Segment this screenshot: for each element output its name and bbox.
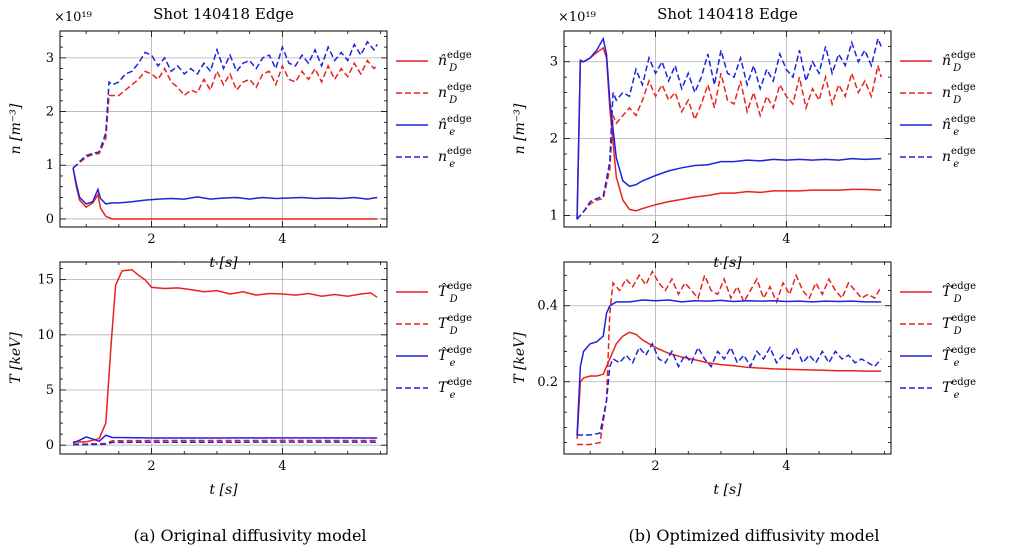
series-line [576, 36, 882, 220]
legend-label: n̂edge D [438, 50, 472, 74]
legend-label: Tedge D [438, 313, 472, 337]
legend-label: T̂edge e [942, 345, 976, 369]
legend-label: T̂edge D [438, 281, 472, 305]
x-tick-label: 4 [782, 459, 790, 474]
chart-title: Shot 140418 Edge [657, 5, 798, 23]
legend-label: n̂edge e [438, 114, 472, 138]
axis-multiplier: ×10¹⁹ [54, 10, 92, 25]
series-line [72, 59, 378, 169]
series-line [577, 342, 882, 436]
y-tick-label: 2 [550, 132, 558, 147]
x-axis-label: t [s] [209, 255, 238, 271]
legend: n̂edge D nedge D n̂edge e nedge e [900, 50, 976, 170]
legend-label: Tedge e [438, 377, 472, 401]
x-tick-label: 2 [651, 459, 659, 474]
legend-label: n̂edge e [942, 114, 976, 138]
series-line [576, 299, 882, 436]
y-tick-label: 3 [46, 51, 54, 66]
series-line [72, 167, 378, 205]
y-tick-label: 0.2 [537, 375, 558, 390]
y-tick-label: 15 [37, 273, 54, 288]
x-tick-label: 4 [278, 232, 286, 247]
y-tick-label: 0 [46, 212, 54, 227]
legend-label: nedge D [942, 82, 976, 106]
x-tick-label: 4 [278, 459, 286, 474]
plot-frame [563, 30, 892, 228]
chart-title: Shot 140418 Edge [153, 5, 294, 23]
chart-a-top: 2 4 0 1 2 3 Shot 140418 Edge ×10¹⁹ t [s] n [m⁻³] n… [8, 5, 472, 271]
legend-label: nedge D [438, 82, 472, 106]
legend-label: T̂edge e [438, 345, 472, 369]
chart-b-bottom: 2 4 0.2 0.4 t [s] T [keV] T̂edge D Tedge D T̂edge e… [512, 261, 976, 498]
x-tick-label: 2 [651, 232, 659, 247]
chart-b-top: 2 4 1 2 3 Shot 140418 Edge ×10¹⁹ t [s] n [m⁻³] n̂… [512, 5, 976, 271]
legend-label: Tedge e [942, 377, 976, 401]
legend: n̂edge D nedge D n̂edge e nedge e [396, 50, 472, 170]
legend: T̂edge D Tedge D T̂edge e Tedge e [900, 281, 976, 401]
chart-a-bottom: 2 4 0 5 10 15 t [s] T [keV] T̂edge D Tedge D T̂edge e… [8, 261, 472, 498]
y-tick-label: 0.4 [537, 299, 558, 314]
series-line [72, 434, 378, 444]
y-tick-label: 1 [46, 158, 54, 173]
y-tick-label: 2 [46, 105, 54, 120]
x-axis-label: t [s] [713, 482, 742, 498]
legend-label: Tedge D [942, 313, 976, 337]
y-axis-label: n [m⁻³] [8, 103, 24, 154]
plot-frame [59, 261, 388, 455]
y-tick-label: 3 [550, 55, 558, 70]
series-line [72, 167, 378, 220]
x-axis-label: t [s] [209, 482, 238, 498]
legend-label: nedge e [438, 146, 472, 170]
series-line [73, 441, 378, 446]
x-tick-label: 2 [147, 459, 155, 474]
plot-frame [59, 30, 388, 228]
y-tick-label: 10 [37, 328, 54, 343]
x-axis-label: t [s] [713, 255, 742, 271]
y-tick-label: 1 [550, 208, 558, 223]
plot-frame [563, 261, 892, 455]
series-line [576, 36, 882, 220]
y-axis-label: n [m⁻³] [512, 103, 528, 154]
legend-label: T̂edge D [942, 281, 976, 305]
x-tick-label: 2 [147, 232, 155, 247]
x-tick-label: 4 [782, 232, 790, 247]
series-line [577, 269, 882, 446]
axis-multiplier: ×10¹⁹ [558, 10, 596, 25]
legend-label: n̂edge D [942, 50, 976, 74]
series-line [576, 65, 882, 220]
series-line [72, 40, 378, 169]
legend-label: nedge e [942, 146, 976, 170]
caption-b: (b) Optimized diffusivity model [629, 526, 880, 545]
legend: T̂edge D Tedge D T̂edge e Tedge e [396, 281, 472, 401]
series-line [576, 46, 882, 220]
series-line [576, 331, 882, 439]
series-line [73, 439, 378, 445]
y-axis-label: T [keV] [8, 332, 24, 384]
y-tick-label: 5 [46, 383, 54, 398]
caption-a: (a) Original diffusivity model [133, 526, 366, 545]
series-line [73, 268, 378, 443]
y-axis-label: T [keV] [512, 332, 528, 384]
y-tick-label: 0 [46, 438, 54, 453]
